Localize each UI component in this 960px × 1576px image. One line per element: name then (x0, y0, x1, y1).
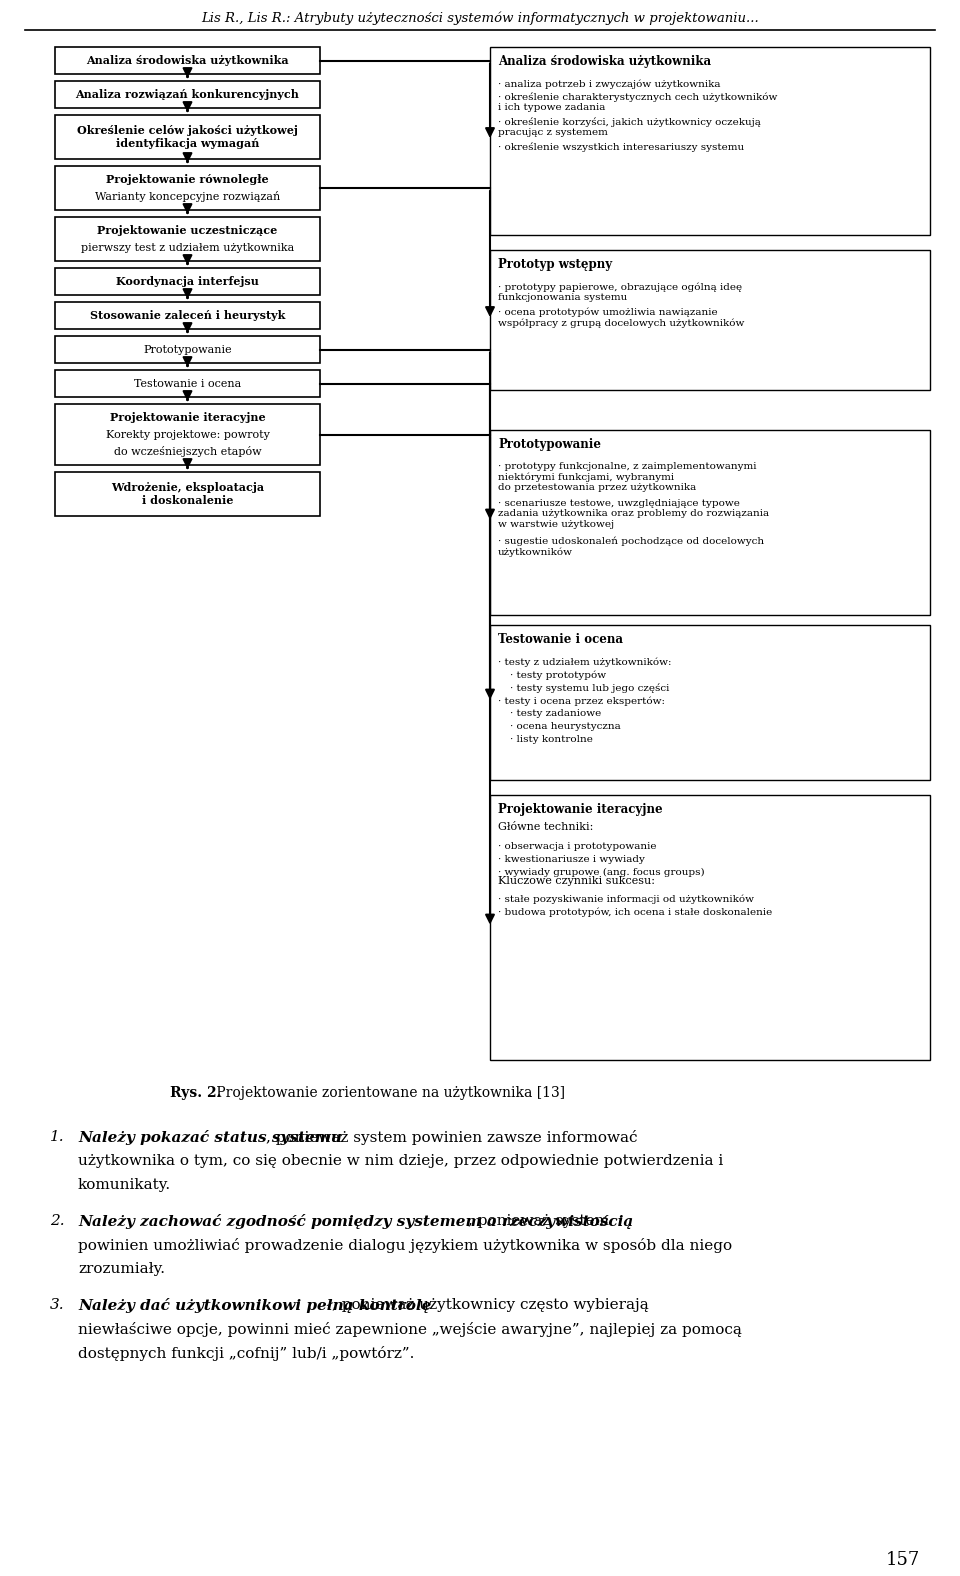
Text: · kwestionariusze i wywiady: · kwestionariusze i wywiady (498, 856, 645, 864)
Text: do wcześniejszych etapów: do wcześniejszych etapów (113, 446, 261, 457)
Text: 157: 157 (886, 1551, 920, 1570)
Text: komunikaty.: komunikaty. (78, 1177, 171, 1191)
Text: Wdrożenie, eksploatacja
i doskonalenie: Wdrożenie, eksploatacja i doskonalenie (111, 482, 264, 506)
Text: · prototypy funkcjonalne, z zaimplementowanymi
niektórymi funkcjami, wybranymi
d: · prototypy funkcjonalne, z zaimplemento… (498, 462, 756, 492)
Bar (490, 430, 930, 615)
Text: · budowa prototypów, ich ocena i stałe doskonalenie: · budowa prototypów, ich ocena i stałe d… (498, 908, 772, 917)
Text: , ponieważ system: , ponieważ system (468, 1214, 609, 1228)
Text: Prototypowanie: Prototypowanie (143, 345, 231, 355)
Text: · określenie korzyści, jakich użytkownicy oczekują
pracując z systemem: · określenie korzyści, jakich użytkownic… (498, 117, 761, 137)
Text: pierwszy test z udziałem użytkownika: pierwszy test z udziałem użytkownika (81, 243, 294, 252)
Bar (55, 165, 320, 210)
Text: Prototyp wstępny: Prototyp wstępny (498, 257, 612, 271)
Text: · ocena heurystyczna: · ocena heurystyczna (510, 722, 621, 731)
Bar (55, 80, 320, 109)
Text: Stosowanie zaleceń i heurystyk: Stosowanie zaleceń i heurystyk (90, 310, 285, 322)
Text: · określenie charakterystycznych cech użytkowników
i ich typowe zadania: · określenie charakterystycznych cech uż… (498, 91, 778, 112)
Text: Projektowanie uczestniczące: Projektowanie uczestniczące (97, 225, 277, 236)
Text: Należy dać użytkownikowi pełną kontrolę: Należy dać użytkownikowi pełną kontrolę (78, 1299, 431, 1313)
Text: Analiza środowiska użytkownika: Analiza środowiska użytkownika (498, 55, 711, 68)
Text: Lis R., Lis R.: Atrybuty użyteczności systemów informatycznych w projektowaniu..: Lis R., Lis R.: Atrybuty użyteczności sy… (202, 11, 758, 25)
Text: , ponieważ użytkownicy często wybierają: , ponieważ użytkownicy często wybierają (331, 1299, 648, 1311)
Text: · testy systemu lub jego części: · testy systemu lub jego części (510, 682, 669, 693)
Bar (55, 403, 320, 465)
Text: · testy zadaniowe: · testy zadaniowe (510, 709, 601, 719)
Text: Koordynacja interfejsu: Koordynacja interfejsu (116, 276, 259, 287)
Text: · testy i ocena przez ekspertów:: · testy i ocena przez ekspertów: (498, 697, 665, 706)
Text: Testowanie i ocena: Testowanie i ocena (133, 378, 241, 389)
Text: dostępnych funkcji „cofnij” lub/i „powtórz”.: dostępnych funkcji „cofnij” lub/i „powtó… (78, 1346, 415, 1362)
Text: Projektowanie równoległe: Projektowanie równoległe (107, 173, 269, 184)
Text: Określenie celów jakości użytkowej
identyfikacja wymagań: Określenie celów jakości użytkowej ident… (77, 125, 298, 148)
Text: Analiza rozwiązań konkurencyjnych: Analiza rozwiązań konkurencyjnych (76, 88, 300, 99)
Text: użytkownika o tym, co się obecnie w nim dzieje, przez odpowiednie potwierdzenia : użytkownika o tym, co się obecnie w nim … (78, 1154, 723, 1168)
Bar (490, 47, 930, 235)
Text: Analiza środowiska użytkownika: Analiza środowiska użytkownika (86, 55, 289, 66)
Text: 1.: 1. (50, 1130, 64, 1144)
Bar (55, 303, 320, 329)
Text: Należy pokazać status systemu: Należy pokazać status systemu (78, 1130, 342, 1146)
Text: Należy zachować zgodność pomiędzy systemem a rzeczywistością: Należy zachować zgodność pomiędzy system… (78, 1214, 634, 1229)
Text: · testy z udziałem użytkowników:: · testy z udziałem użytkowników: (498, 657, 671, 667)
Text: · testy prototypów: · testy prototypów (510, 670, 606, 679)
Bar (55, 47, 320, 74)
Text: Testowanie i ocena: Testowanie i ocena (498, 632, 623, 646)
Text: Kluczowe czynniki sukcesu:: Kluczowe czynniki sukcesu: (498, 876, 655, 886)
Text: 3.: 3. (50, 1299, 64, 1311)
Text: Rys. 2.: Rys. 2. (170, 1086, 222, 1100)
Bar (55, 268, 320, 295)
Bar (55, 115, 320, 159)
Text: Główne techniki:: Główne techniki: (498, 823, 593, 832)
Text: · wywiady grupowe (ang. focus groups): · wywiady grupowe (ang. focus groups) (498, 868, 705, 878)
Bar (55, 336, 320, 362)
Bar (490, 794, 930, 1061)
Text: Projektowanie iteracyjne: Projektowanie iteracyjne (109, 411, 265, 422)
Bar (490, 251, 930, 389)
Text: · określenie wszystkich interesariuszy systemu: · określenie wszystkich interesariuszy s… (498, 142, 744, 151)
Text: · analiza potrzeb i zwyczajów użytkownika: · analiza potrzeb i zwyczajów użytkownik… (498, 79, 721, 88)
Text: · ocena prototypów umożliwia nawiązanie
współpracy z grupą docelowych użytkownik: · ocena prototypów umożliwia nawiązanie … (498, 307, 744, 328)
Bar (490, 626, 930, 780)
Text: · prototypy papierowe, obrazujące ogólną ideę
funkcjonowania systemu: · prototypy papierowe, obrazujące ogólną… (498, 282, 742, 303)
Text: · obserwacja i prototypowanie: · obserwacja i prototypowanie (498, 842, 657, 851)
Text: zrozumiały.: zrozumiały. (78, 1262, 165, 1277)
Bar (55, 217, 320, 262)
Bar (55, 471, 320, 515)
Text: Projektowanie zorientowane na użytkownika [13]: Projektowanie zorientowane na użytkownik… (212, 1086, 565, 1100)
Text: Projektowanie iteracyjne: Projektowanie iteracyjne (498, 802, 662, 815)
Text: Prototypowanie: Prototypowanie (498, 438, 601, 451)
Text: · scenariusze testowe, uwzględniające typowe
zadania użytkownika oraz problemy d: · scenariusze testowe, uwzględniające ty… (498, 500, 769, 530)
Text: Korekty projektowe: powroty: Korekty projektowe: powroty (106, 430, 270, 440)
Text: Warianty koncepcyjne rozwiązań: Warianty koncepcyjne rozwiązań (95, 191, 280, 202)
Text: 2.: 2. (50, 1214, 64, 1228)
Text: · sugestie udoskonaleń pochodzące od docelowych
użytkowników: · sugestie udoskonaleń pochodzące od doc… (498, 536, 764, 556)
Text: niewłaściwe opcje, powinni mieć zapewnione „wejście awaryjne”, najlepiej za pomo: niewłaściwe opcje, powinni mieć zapewnio… (78, 1322, 742, 1336)
Text: · listy kontrolne: · listy kontrolne (510, 734, 593, 744)
Text: powinien umożliwiać prowadzenie dialogu językiem użytkownika w sposób dla niego: powinien umożliwiać prowadzenie dialogu … (78, 1239, 732, 1253)
Bar (55, 370, 320, 397)
Text: · stałe pozyskiwanie informacji od użytkowników: · stałe pozyskiwanie informacji od użytk… (498, 894, 754, 903)
Text: , ponieważ system powinien zawsze informować: , ponieważ system powinien zawsze inform… (267, 1130, 638, 1146)
